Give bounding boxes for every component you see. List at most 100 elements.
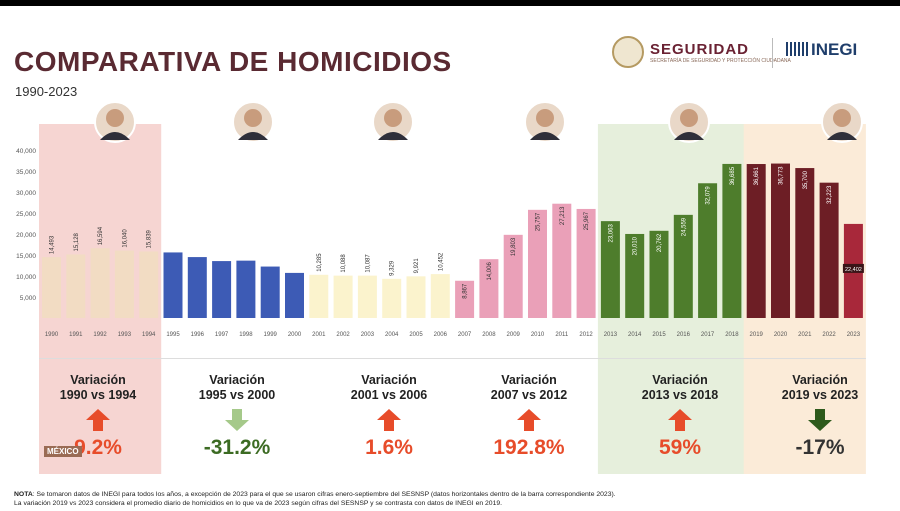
bar-1990 — [42, 257, 61, 318]
data-label: 24,559 — [681, 217, 687, 236]
portrait-face-6 — [833, 109, 851, 127]
bar-2019 — [746, 164, 766, 318]
variation-title-5: Variación 2013 vs 2018 — [610, 373, 750, 403]
x-tick-label: 2008 — [482, 332, 496, 338]
bar-2009 — [503, 234, 523, 318]
x-tick-label: 2013 — [604, 332, 618, 338]
note-line-1: : Se tomaron datos de INEGI para todos l… — [32, 491, 616, 498]
variation-label: Variación — [361, 373, 417, 387]
portrait-face-2 — [244, 109, 262, 127]
x-tick-label: 2018 — [725, 332, 739, 338]
variation-title-3: Variación 2001 vs 2006 — [319, 373, 459, 403]
x-tick-label: 1999 — [264, 332, 278, 338]
page-subtitle: 1990-2023 — [15, 84, 78, 99]
y-tick-label: 35,000 — [16, 169, 36, 176]
portrait-face-5 — [680, 109, 698, 127]
bar-1992 — [90, 248, 110, 318]
data-label: 14,505 — [195, 235, 201, 254]
variation-title-2: Variación 1995 vs 2000 — [167, 373, 307, 403]
x-tick-label: 1990 — [45, 332, 59, 338]
portrait-face-4 — [536, 109, 554, 127]
x-tick-label: 1994 — [142, 332, 156, 338]
homicide-bar-chart: 5,000 10,000 15,000 20,000 25,000 30,000 35,00… — [16, 101, 866, 474]
x-tick-label: 2022 — [822, 332, 836, 338]
portrait-suit-5 — [674, 132, 704, 140]
x-tick-label: 2011 — [555, 332, 569, 338]
data-label: 25,967 — [584, 211, 590, 230]
bar-2023-label-bg — [842, 263, 864, 273]
slide: COMPARATIVA DE HOMICIDIOS 1990-2023 SEGU… — [0, 6, 900, 511]
bar-1998 — [236, 260, 256, 318]
bar-2005 — [406, 276, 426, 318]
data-label: 20,762 — [657, 233, 663, 252]
data-label: 12,249 — [268, 245, 274, 264]
data-label: 35,700 — [803, 170, 809, 189]
note-label: NOTA — [14, 491, 33, 498]
x-tick-label: 2007 — [458, 332, 472, 338]
data-label: 13,552 — [220, 239, 226, 258]
y-tick-label: 25,000 — [16, 211, 36, 218]
variation-value-2: -31.2% — [203, 436, 271, 459]
mexico-watermark: MÉXICO — [44, 446, 82, 457]
up-arrow-icon — [517, 409, 541, 431]
variation-label: Variación — [652, 373, 708, 387]
variation-label: Variación — [792, 373, 848, 387]
x-tick-label: 1991 — [69, 332, 83, 338]
bar-2006 — [430, 274, 450, 318]
data-label: 10,087 — [365, 254, 371, 273]
x-tick-label: 2023 — [847, 332, 861, 338]
x-tick-label: 2016 — [677, 332, 691, 338]
variation-value-4: 192.8% — [493, 436, 565, 459]
up-arrow-icon — [86, 409, 110, 431]
bar-1999 — [260, 266, 280, 318]
portrait-face-3 — [384, 109, 402, 127]
data-label: 10,088 — [341, 254, 347, 273]
x-tick-label: 2001 — [312, 332, 326, 338]
data-label: 14,006 — [487, 262, 493, 281]
x-tick-label: 2010 — [531, 332, 545, 338]
down-arrow-icon — [225, 409, 249, 431]
x-tick-label: 2006 — [434, 332, 448, 338]
portrait-suit-2 — [238, 132, 268, 140]
bar-2020 — [771, 163, 790, 318]
x-tick-label: 1992 — [93, 332, 107, 338]
bar-2012 — [576, 208, 596, 318]
bar-2010 — [528, 209, 547, 318]
data-label: 20,010 — [633, 236, 639, 255]
bar-2007 — [455, 280, 475, 318]
note-line-2: La variación 2019 vs 2023 considera el p… — [14, 500, 503, 507]
bar-2000 — [285, 272, 304, 318]
data-label: 36,661 — [754, 166, 760, 185]
bar-2004 — [382, 278, 402, 318]
data-label: 25,757 — [536, 212, 542, 231]
data-label: 15,612 — [171, 230, 177, 249]
inegi-dots-icon — [786, 42, 808, 56]
variation-range: 1995 vs 2000 — [198, 388, 276, 402]
data-label: 15,839 — [147, 229, 153, 248]
inegi-logo-text: INEGI — [811, 40, 858, 59]
x-tick-label: 2015 — [652, 332, 666, 338]
seguridad-logo: SEGURIDAD SECRETARÍA DE SEGURIDAD Y PROT… — [612, 36, 791, 68]
data-label: 9,921 — [414, 258, 420, 274]
portrait-suit-1 — [100, 132, 130, 140]
data-label: 22,402 — [845, 267, 862, 273]
bar-1995 — [163, 252, 183, 318]
x-tick-label: 1993 — [118, 332, 132, 338]
portrait-suit-3 — [378, 132, 408, 140]
data-label: 19,803 — [511, 237, 517, 256]
y-tick-label: 10,000 — [16, 274, 36, 281]
bar-2008 — [479, 259, 499, 318]
bar-1993 — [114, 250, 134, 318]
bar-2001 — [309, 274, 329, 318]
variation-range: 2019 vs 2023 — [781, 388, 859, 402]
seguridad-logo-text: SEGURIDAD — [650, 40, 750, 58]
data-label: 10,737 — [293, 251, 299, 270]
data-label: 36,685 — [730, 166, 736, 185]
data-label: 27,213 — [560, 206, 566, 225]
x-tick-label: 2005 — [409, 332, 423, 338]
bar-2018 — [722, 163, 742, 318]
x-tick-label: 1998 — [239, 332, 253, 338]
y-tick-label: 30,000 — [16, 190, 36, 197]
variation-value-6: -17% — [795, 436, 845, 459]
seguridad-logo-subtext: SECRETARÍA DE SEGURIDAD Y PROTECCIÓN CIU… — [650, 57, 791, 64]
